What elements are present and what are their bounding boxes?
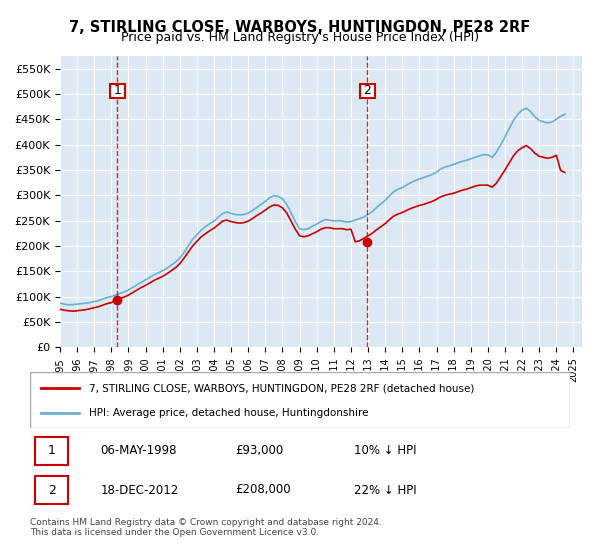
Text: 2: 2 xyxy=(364,85,371,97)
Text: 1: 1 xyxy=(113,85,121,97)
Text: 22% ↓ HPI: 22% ↓ HPI xyxy=(354,483,416,497)
Text: Price paid vs. HM Land Registry's House Price Index (HPI): Price paid vs. HM Land Registry's House … xyxy=(121,31,479,44)
Text: 10% ↓ HPI: 10% ↓ HPI xyxy=(354,444,416,458)
Text: 2: 2 xyxy=(47,483,56,497)
FancyBboxPatch shape xyxy=(35,476,68,504)
FancyBboxPatch shape xyxy=(30,372,570,428)
Text: HPI: Average price, detached house, Huntingdonshire: HPI: Average price, detached house, Hunt… xyxy=(89,408,369,418)
Text: 1: 1 xyxy=(47,444,56,458)
Text: 7, STIRLING CLOSE, WARBOYS, HUNTINGDON, PE28 2RF (detached house): 7, STIRLING CLOSE, WARBOYS, HUNTINGDON, … xyxy=(89,383,475,393)
Text: £208,000: £208,000 xyxy=(235,483,291,497)
Text: Contains HM Land Registry data © Crown copyright and database right 2024.
This d: Contains HM Land Registry data © Crown c… xyxy=(30,518,382,538)
Text: 06-MAY-1998: 06-MAY-1998 xyxy=(100,444,176,458)
Text: 7, STIRLING CLOSE, WARBOYS, HUNTINGDON, PE28 2RF: 7, STIRLING CLOSE, WARBOYS, HUNTINGDON, … xyxy=(70,20,530,35)
Text: 18-DEC-2012: 18-DEC-2012 xyxy=(100,483,178,497)
FancyBboxPatch shape xyxy=(110,85,125,97)
FancyBboxPatch shape xyxy=(359,85,375,97)
FancyBboxPatch shape xyxy=(35,437,68,465)
Text: £93,000: £93,000 xyxy=(235,444,283,458)
